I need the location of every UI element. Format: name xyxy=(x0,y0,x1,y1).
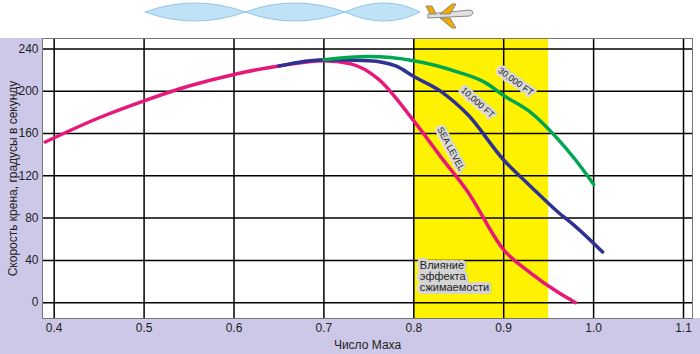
svg-text:80: 80 xyxy=(25,211,39,225)
svg-text:0: 0 xyxy=(32,295,39,309)
svg-text:10,000 FT: 10,000 FT xyxy=(459,85,497,120)
svg-text:0.6: 0.6 xyxy=(226,321,243,335)
svg-text:40: 40 xyxy=(25,253,39,267)
svg-text:0.5: 0.5 xyxy=(136,321,153,335)
svg-text:0.4: 0.4 xyxy=(46,321,63,335)
svg-text:Число Маха: Число Маха xyxy=(334,338,402,352)
svg-text:Влияниеэффектасжимаемости: Влияниеэффектасжимаемости xyxy=(420,259,489,293)
svg-text:SEA LEVEL: SEA LEVEL xyxy=(435,125,466,172)
svg-text:Скорость крена, градусы в секу: Скорость крена, градусы в секунду xyxy=(6,81,20,277)
svg-text:30,000 FT: 30,000 FT xyxy=(496,65,535,97)
svg-text:120: 120 xyxy=(18,169,38,183)
svg-text:160: 160 xyxy=(18,126,38,140)
svg-text:240: 240 xyxy=(18,42,38,56)
svg-text:200: 200 xyxy=(18,84,38,98)
svg-text:0.9: 0.9 xyxy=(495,321,512,335)
svg-text:0.8: 0.8 xyxy=(405,321,422,335)
svg-text:1.0: 1.0 xyxy=(585,321,602,335)
svg-text:1.1: 1.1 xyxy=(675,321,692,335)
svg-text:0.7: 0.7 xyxy=(316,321,333,335)
